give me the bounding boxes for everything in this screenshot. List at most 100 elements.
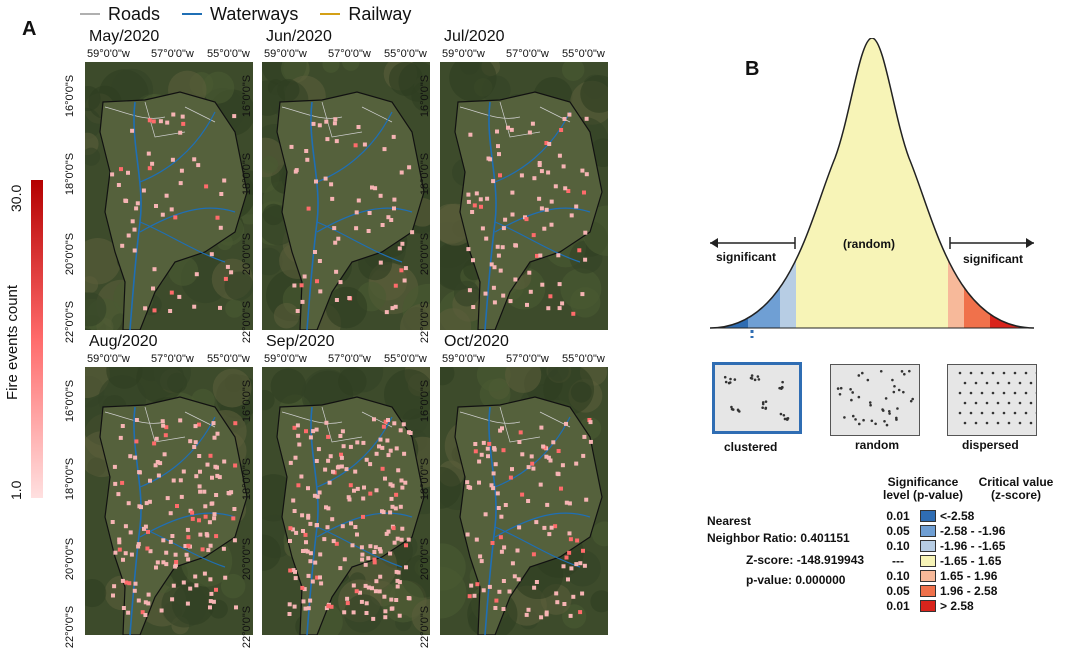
fire-cell (474, 449, 478, 453)
fire-cell (400, 242, 404, 246)
fire-cell (229, 270, 233, 274)
fire-cell (563, 117, 567, 121)
pattern-dot (869, 404, 872, 407)
fire-cell (471, 258, 475, 262)
lat-tick: 20°0'0"S (241, 538, 253, 580)
fire-cell (208, 520, 212, 524)
fire-cell (542, 526, 546, 530)
fire-cell (549, 459, 553, 463)
fire-cell (495, 130, 499, 134)
pattern-dot (839, 393, 842, 396)
fire-cell (219, 226, 223, 230)
pattern-dot (896, 407, 899, 410)
lat-tick: 18°0'0"S (64, 458, 76, 500)
fire-cell (174, 560, 178, 564)
fire-cell (362, 486, 366, 490)
fire-cell (504, 503, 508, 507)
fire-cell (581, 549, 585, 553)
fire-cell (379, 550, 383, 554)
fire-cell (216, 432, 220, 436)
fire-cell (389, 218, 393, 222)
fire-cell (511, 213, 515, 217)
fire-cell (388, 510, 392, 514)
fire-cell (293, 426, 297, 430)
sig-p-value: 0.05 (876, 524, 920, 538)
fire-cell (502, 226, 506, 230)
fire-cell (585, 117, 589, 121)
map-panel: Jul/2020 59°0'0"w 57°0'0"w 55°0'0"w 16°0… (440, 30, 608, 330)
fire-cell (352, 489, 356, 493)
fire-cell (531, 467, 535, 471)
fire-cell (336, 237, 340, 241)
fire-cell (119, 167, 123, 171)
pattern-dot (1003, 412, 1006, 415)
fire-cell (127, 501, 131, 505)
pattern-dot (786, 418, 789, 421)
fire-cell (561, 463, 565, 467)
pattern-dot (882, 409, 885, 412)
fire-cell (367, 229, 371, 233)
fire-cell (368, 462, 372, 466)
fire-cell (380, 509, 384, 513)
pattern-dot (781, 381, 784, 384)
fire-cell (136, 545, 140, 549)
fire-cell (477, 460, 481, 464)
fire-cell (170, 291, 174, 295)
fire-cell (198, 470, 202, 474)
fire-cell (560, 301, 564, 305)
fire-cell (338, 566, 342, 570)
fire-cell (164, 551, 168, 555)
fire-cell (510, 191, 514, 195)
fire-cell (165, 194, 169, 198)
fire-cell (301, 529, 305, 533)
fire-cell (520, 452, 524, 456)
pattern-dot (858, 396, 861, 399)
fire-cell (153, 308, 157, 312)
fire-cell (355, 533, 359, 537)
fire-cell (133, 228, 137, 232)
pattern-dot (852, 415, 855, 418)
fire-cell (546, 306, 550, 310)
fire-cell (292, 284, 296, 288)
pattern-label-dispersed: dispersed (962, 438, 1019, 452)
fire-cell (150, 162, 154, 166)
fire-cell (513, 574, 517, 578)
satellite-map (440, 367, 608, 635)
fire-cell (313, 561, 317, 565)
fire-cell (540, 283, 544, 287)
fire-cell (151, 287, 155, 291)
pattern-dot (1003, 392, 1006, 395)
pattern-dot (724, 376, 727, 379)
fire-cell (397, 571, 401, 575)
pattern-dot (783, 414, 786, 417)
fire-cell (517, 525, 521, 529)
fire-cell (562, 164, 566, 168)
fire-cell (402, 452, 406, 456)
fire-cell (488, 585, 492, 589)
fire-cell (186, 602, 190, 606)
fire-cell (532, 552, 536, 556)
fire-cell (556, 253, 560, 257)
fire-cell (502, 579, 506, 583)
fire-cell (214, 534, 218, 538)
fire-cell (190, 511, 194, 515)
fire-cell (293, 605, 297, 609)
sig-swatch (920, 555, 936, 567)
fire-cell (133, 589, 137, 593)
pattern-dot (874, 422, 877, 425)
fire-cell (129, 530, 133, 534)
pattern-dot (898, 389, 901, 392)
pattern-dot (997, 422, 1000, 425)
fire-cell (567, 551, 571, 555)
fire-cell (502, 448, 506, 452)
fire-cell (325, 137, 329, 141)
fire-cell (192, 157, 196, 161)
fire-cell (585, 172, 589, 176)
pattern-dot (761, 406, 764, 409)
pattern-dot (751, 374, 754, 377)
lat-tick: 20°0'0"S (64, 233, 76, 275)
fire-cell (340, 465, 344, 469)
fire-cell (198, 490, 202, 494)
pattern-dot (765, 400, 768, 403)
curve-right-label: significant (963, 252, 1023, 266)
